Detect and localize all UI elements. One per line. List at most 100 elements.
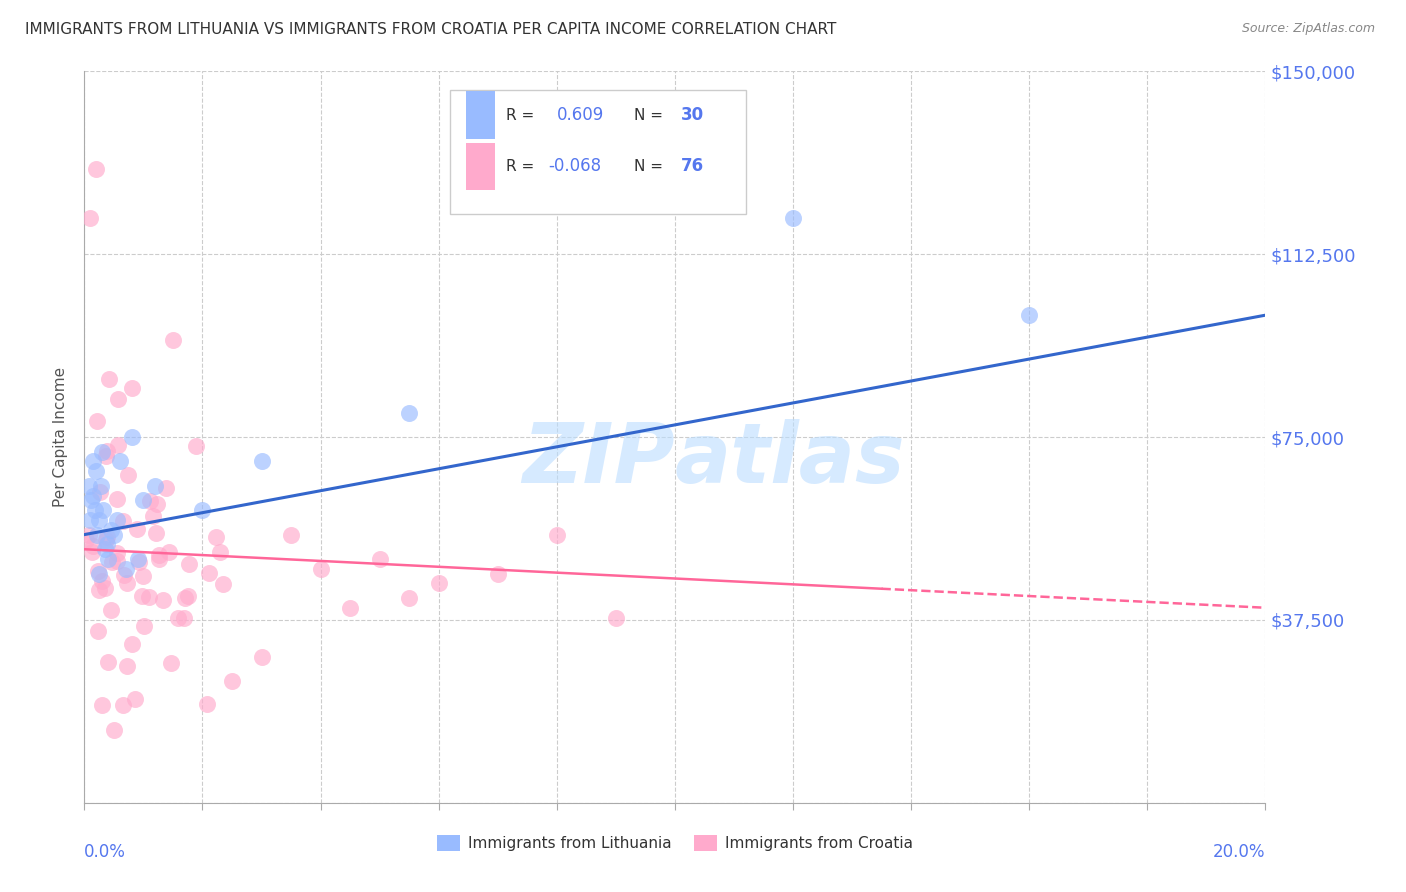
Point [162, 333, 184, 347]
Point [427, 576, 450, 591]
Point [91, 444, 114, 458]
Point [142, 509, 165, 524]
Point [195, 698, 218, 712]
Point [107, 437, 129, 451]
Point [94, 542, 117, 557]
Point [96, 450, 118, 464]
Text: 20.0%: 20.0% [1213, 843, 1265, 861]
Point [96, 537, 118, 551]
Point [82, 545, 104, 559]
Point [212, 577, 235, 591]
Point [80, 493, 103, 508]
Point [82, 454, 104, 468]
Point [221, 673, 243, 688]
Point [117, 468, 139, 483]
Point [84, 503, 107, 517]
Point [486, 566, 509, 581]
Point [87, 566, 111, 581]
Point [97, 552, 120, 566]
Point [94, 533, 117, 548]
Point [86, 414, 108, 428]
Point [280, 527, 302, 541]
Point [97, 655, 120, 669]
Point [124, 692, 146, 706]
Point [121, 637, 143, 651]
Point [86, 624, 108, 639]
Point [97, 372, 120, 386]
FancyBboxPatch shape [465, 143, 495, 190]
Point [79, 211, 101, 225]
Point [138, 590, 160, 604]
Point [82, 539, 104, 553]
Point [91, 698, 114, 713]
Point [77, 528, 100, 542]
Point [250, 649, 273, 664]
Point [105, 554, 128, 568]
Point [103, 527, 125, 541]
Point [105, 546, 128, 560]
Point [79, 513, 101, 527]
Text: N =: N = [634, 159, 662, 174]
Point [90, 479, 112, 493]
Point [77, 479, 100, 493]
Point [84, 464, 107, 478]
Point [100, 523, 122, 537]
Point [1018, 308, 1040, 322]
Legend: Immigrants from Lithuania, Immigrants from Croatia: Immigrants from Lithuania, Immigrants fr… [432, 830, 918, 857]
Point [112, 568, 135, 582]
Point [121, 430, 143, 444]
Point [128, 555, 150, 569]
Point [148, 551, 170, 566]
Point [145, 525, 167, 540]
Point [115, 576, 138, 591]
Point [107, 392, 129, 406]
Point [157, 544, 180, 558]
Point [148, 548, 170, 562]
Point [186, 440, 208, 454]
Text: atlas: atlas [675, 418, 905, 500]
Text: R =: R = [506, 159, 534, 174]
Point [87, 513, 111, 527]
Point [198, 566, 221, 580]
Point [103, 723, 125, 737]
Point [174, 591, 197, 605]
Point [89, 582, 111, 597]
Point [127, 552, 149, 566]
Point [146, 497, 169, 511]
Point [167, 610, 190, 624]
Point [160, 656, 183, 670]
Point [84, 161, 107, 176]
Point [143, 479, 166, 493]
Point [398, 406, 420, 420]
Text: Source: ZipAtlas.com: Source: ZipAtlas.com [1241, 22, 1375, 36]
Text: 76: 76 [681, 158, 704, 176]
Text: 0.0%: 0.0% [84, 843, 127, 861]
Point [173, 611, 195, 625]
Point [152, 593, 174, 607]
Point [368, 552, 391, 566]
Point [131, 589, 153, 603]
Point [782, 211, 804, 225]
Point [208, 545, 231, 559]
Point [86, 527, 108, 541]
Point [111, 698, 134, 713]
Text: IMMIGRANTS FROM LITHUANIA VS IMMIGRANTS FROM CROATIA PER CAPITA INCOME CORRELATI: IMMIGRANTS FROM LITHUANIA VS IMMIGRANTS … [25, 22, 837, 37]
FancyBboxPatch shape [465, 92, 495, 139]
Point [114, 562, 136, 576]
Point [155, 481, 177, 495]
Text: 0.609: 0.609 [557, 106, 605, 124]
Point [111, 515, 134, 529]
Point [546, 527, 568, 541]
Point [131, 569, 153, 583]
Point [191, 503, 214, 517]
Point [177, 589, 200, 603]
Point [108, 454, 131, 468]
Point [90, 574, 112, 588]
Point [132, 618, 155, 632]
FancyBboxPatch shape [450, 90, 745, 214]
Point [139, 494, 162, 508]
Text: R =: R = [506, 108, 534, 123]
Point [105, 491, 128, 506]
Text: -0.068: -0.068 [548, 158, 602, 176]
Point [339, 600, 361, 615]
